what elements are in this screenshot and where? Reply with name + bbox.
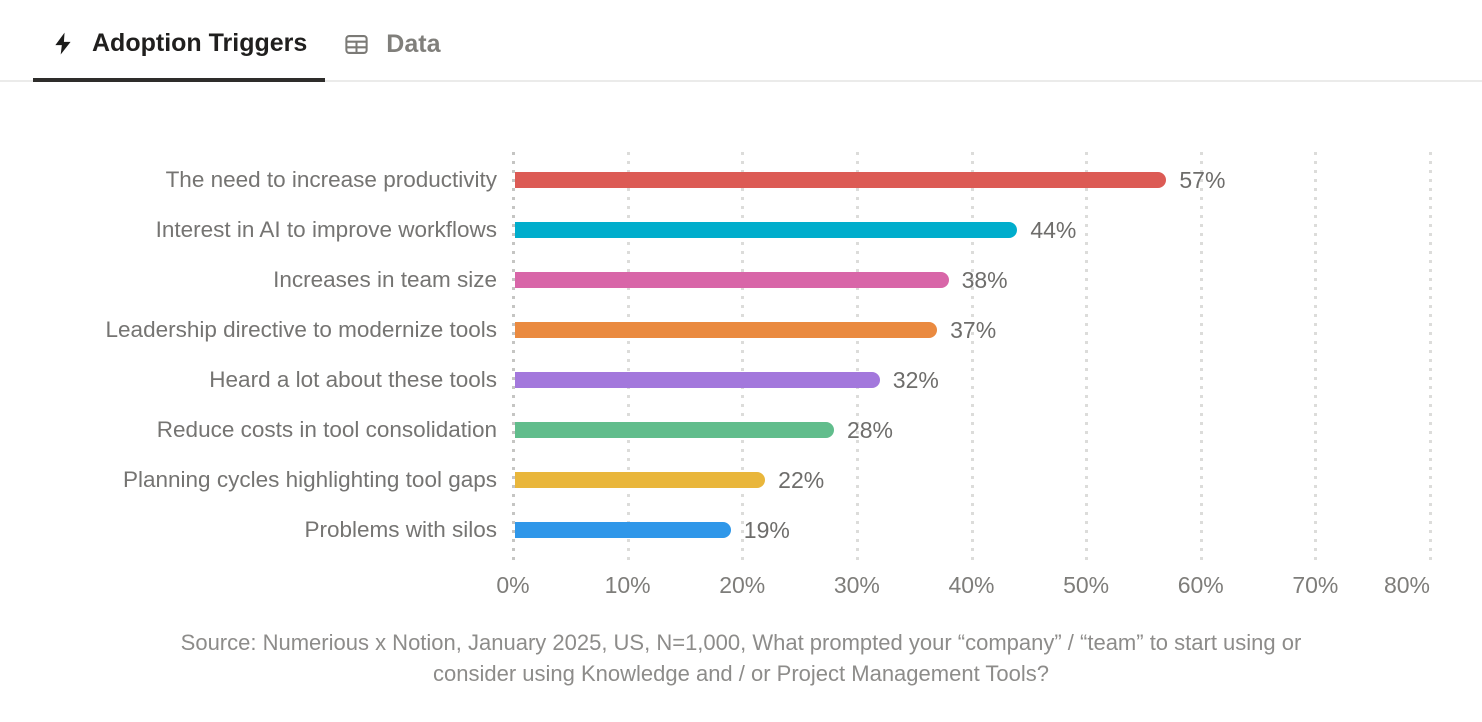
bar-chart: The need to increase productivity 57% Inte…: [0, 82, 1482, 622]
x-tick-label: 60%: [1177, 572, 1224, 598]
value-label: 44%: [1030, 216, 1077, 243]
tab-label-data: Data: [386, 29, 441, 58]
gridline: [1314, 152, 1318, 563]
bar[interactable]: [515, 522, 731, 538]
gridline: [970, 152, 974, 563]
source-note-line: consider using Knowledge and / or Projec…: [433, 661, 1049, 686]
x-tick-label: 70%: [1292, 572, 1339, 598]
tab-adoption-triggers[interactable]: Adoption Triggers: [33, 0, 326, 82]
chart-row: Planning cycles highlighting tool gaps 22…: [0, 455, 1482, 505]
bar[interactable]: [515, 322, 938, 338]
category-label: The need to increase productivity: [165, 167, 497, 192]
bar[interactable]: [515, 422, 834, 438]
chart-row: Interest in AI to improve workflows 44%: [0, 205, 1482, 255]
tab-bar: Adoption Triggers Data: [0, 0, 1482, 82]
chart-row: Reduce costs in tool consolidation 28%: [0, 405, 1482, 455]
category-label: Problems with silos: [304, 517, 497, 542]
gridline: [626, 152, 630, 563]
chart-row: Leadership directive to modernize tools 3…: [0, 305, 1482, 355]
x-tick-label: 40%: [948, 572, 995, 598]
x-tick-label: 50%: [1063, 572, 1110, 598]
category-label: Heard a lot about these tools: [209, 367, 497, 392]
value-label: 28%: [846, 416, 893, 443]
tab-label-adoption-triggers: Adoption Triggers: [92, 28, 308, 57]
chart-row: The need to increase productivity 57%: [0, 155, 1482, 205]
bar[interactable]: [515, 372, 880, 388]
value-label: 32%: [892, 366, 939, 393]
chart-row: Increases in team size 38%: [0, 255, 1482, 305]
source-note-line: Source: Numerious x Notion, January 2025…: [180, 630, 1302, 655]
tab-data[interactable]: Data: [325, 0, 458, 80]
value-label: 37%: [950, 316, 997, 343]
value-label: 38%: [961, 266, 1008, 293]
value-label: 57%: [1179, 166, 1226, 193]
x-tick-label: 20%: [719, 572, 766, 598]
x-tick-label: 10%: [604, 572, 651, 598]
category-label: Planning cycles highlighting tool gaps: [123, 467, 497, 492]
category-label: Interest in AI to improve workflows: [155, 217, 497, 242]
lightning-icon: [51, 31, 76, 56]
table-icon: [343, 31, 370, 58]
y-axis-line: [512, 152, 515, 563]
value-label: 22%: [778, 466, 825, 493]
gridline: [741, 152, 745, 563]
category-label: Reduce costs in tool consolidation: [156, 417, 497, 442]
bar[interactable]: [515, 272, 949, 288]
bar[interactable]: [515, 472, 766, 488]
chart-row: Heard a lot about these tools 32%: [0, 355, 1482, 405]
bar[interactable]: [515, 222, 1018, 238]
category-label: Leadership directive to modernize tools: [105, 317, 497, 342]
x-tick-label: 80%: [1383, 572, 1430, 598]
gridline: [855, 152, 859, 563]
bar[interactable]: [515, 172, 1167, 188]
gridline: [1429, 152, 1432, 563]
gridline: [1199, 152, 1203, 563]
x-tick-label: 0%: [496, 572, 530, 598]
source-note: Source: Numerious x Notion, January 2025…: [0, 627, 1482, 689]
value-label: 19%: [743, 516, 790, 543]
x-tick-label: 30%: [833, 572, 880, 598]
category-label: Increases in team size: [273, 267, 497, 292]
gridline: [1085, 152, 1089, 563]
chart-row: Problems with silos 19%: [0, 505, 1482, 555]
